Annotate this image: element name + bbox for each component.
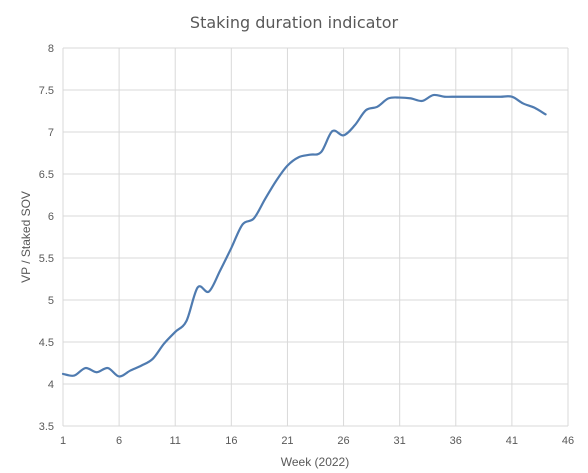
y-tick-label: 7.5 (39, 85, 54, 97)
x-tick-label: 36 (450, 435, 462, 447)
x-tick-label: 11 (170, 435, 181, 447)
y-tick-label: 7 (48, 127, 54, 139)
x-tick-label: 1 (60, 435, 66, 447)
x-tick-labels: 1 6 11 16 21 26 31 36 41 46 (60, 435, 574, 447)
y-tick-label: 5 (48, 295, 54, 307)
y-tick-label: 6 (48, 211, 54, 223)
y-tick-label: 3.5 (39, 421, 54, 433)
x-tick-label: 31 (394, 435, 406, 447)
x-tick-label: 16 (225, 435, 237, 447)
x-tick-label: 46 (562, 435, 574, 447)
x-tick-label: 26 (337, 435, 349, 447)
y-tick-label: 8 (48, 43, 54, 55)
x-tick-label: 21 (281, 435, 293, 447)
x-tick-label: 41 (506, 435, 518, 447)
y-tick-label: 5.5 (39, 253, 54, 265)
y-tick-labels: 3.5 4 4.5 5 5.5 6 6.5 7 7.5 8 (39, 43, 54, 433)
y-axis-label: VP / Staked SOV (19, 191, 33, 283)
x-tick-label: 6 (116, 435, 122, 447)
chart-title: Staking duration indicator (190, 13, 399, 32)
series-line (61, 93, 547, 378)
x-axis-label: Week (2022) (281, 455, 349, 469)
y-tick-label: 4 (48, 379, 54, 391)
y-tick-label: 4.5 (39, 337, 54, 349)
y-tick-label: 6.5 (39, 169, 54, 181)
grid-lines (62, 47, 569, 427)
